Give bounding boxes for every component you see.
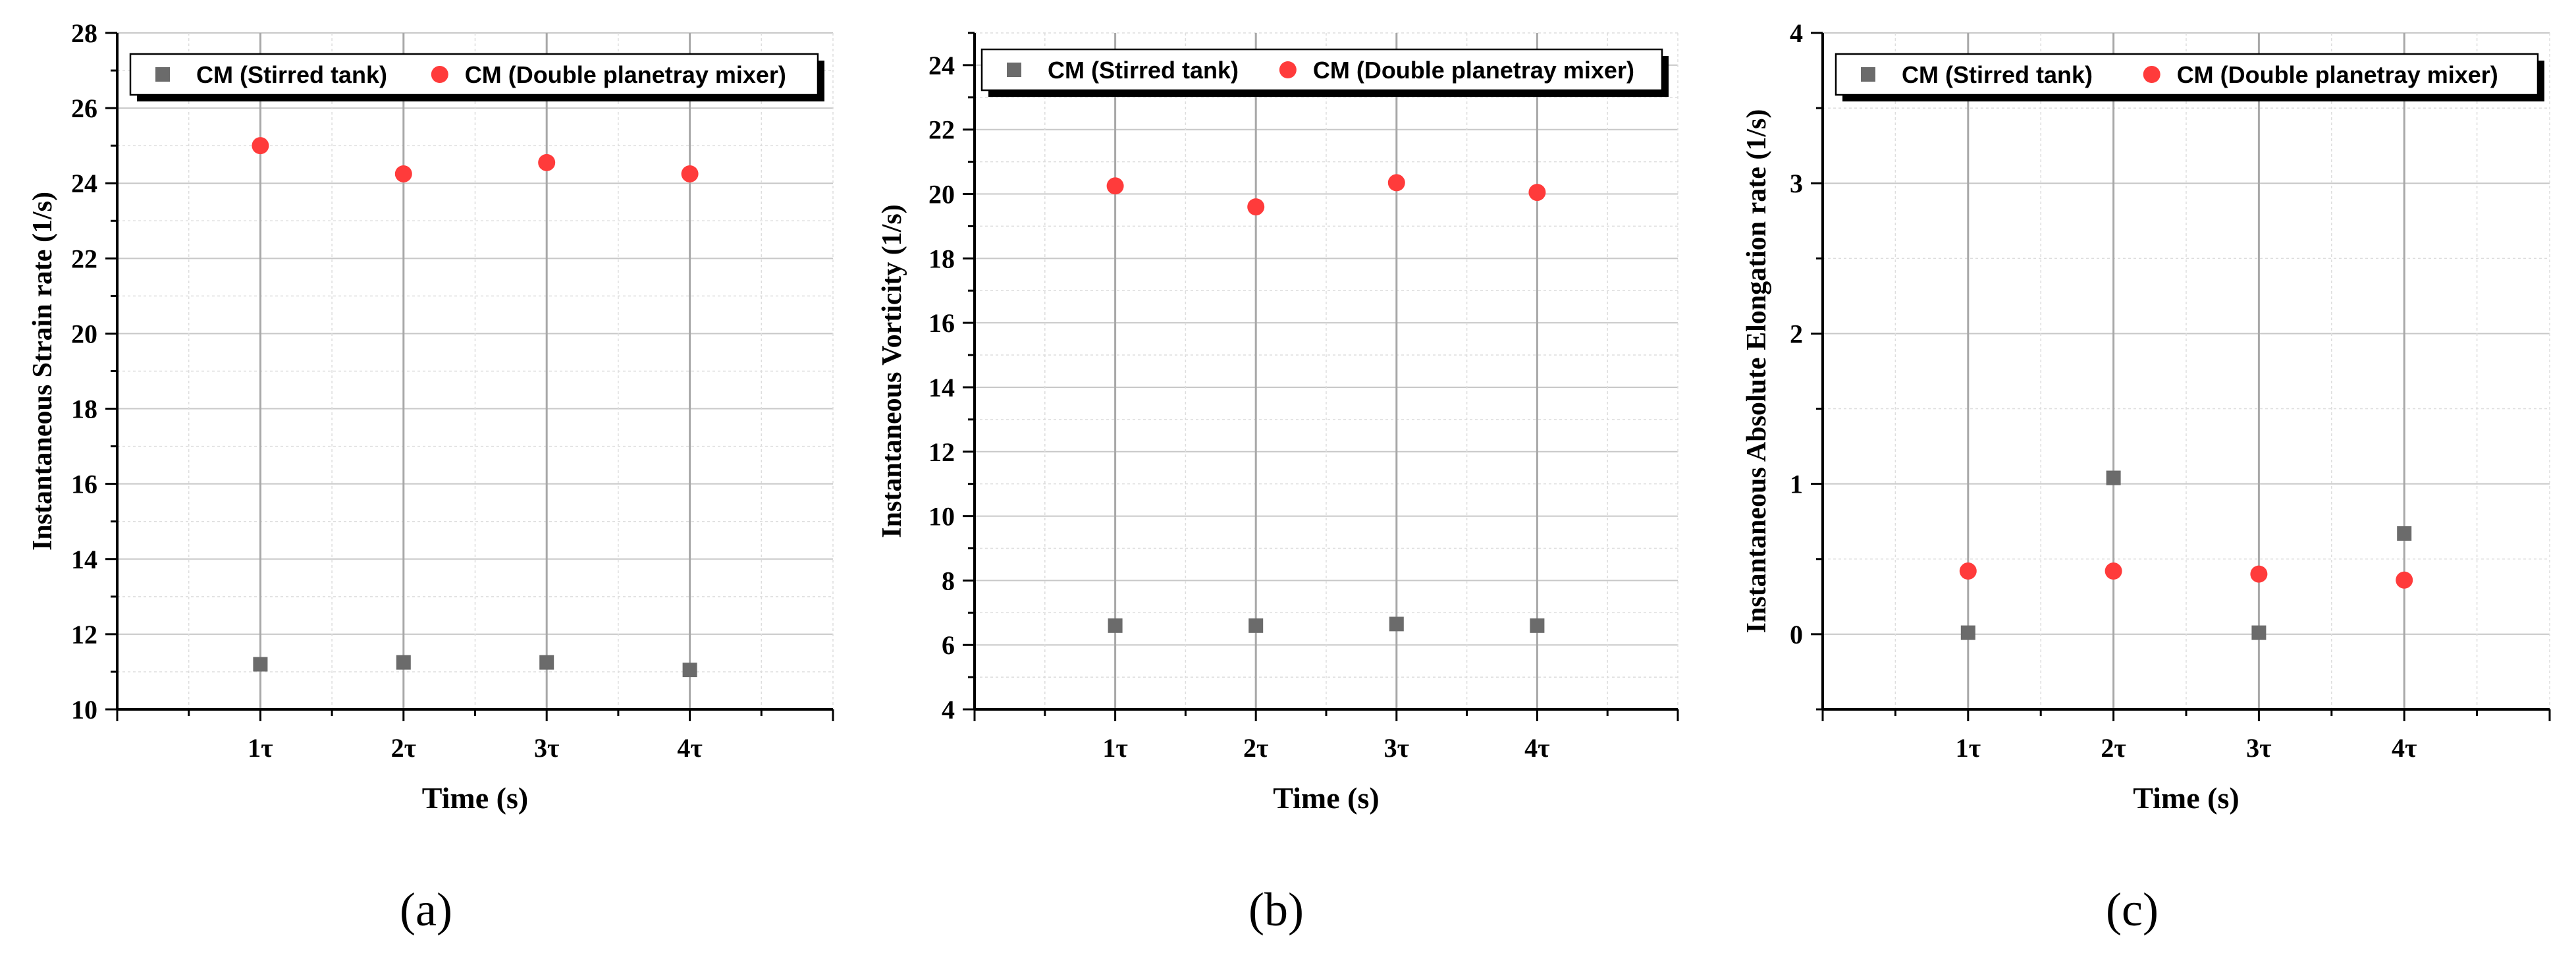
y-tick-label: 14 [928,373,955,402]
legend-marker-double-planetary-mixer [2143,66,2160,83]
data-point-double-planetary-mixer [538,153,556,171]
legend-label-double-planetary-mixer: CM (Double planetray mixer) [465,61,786,88]
data-point-double-planetary-mixer [394,165,412,182]
x-tick-label: 4τ [1524,733,1549,763]
x-tick-label: 3τ [1384,733,1409,763]
y-tick-label: 20 [71,319,97,348]
y-tick-label: 28 [71,18,97,48]
x-tick-label: 2τ [1243,733,1268,763]
x-tick-label: 1τ [1956,733,1981,763]
y-tick-label: 24 [928,51,955,80]
x-tick-label: 2τ [391,733,416,763]
legend-label-stirred-tank: CM (Stirred tank) [1048,57,1239,84]
legend-marker-stirred-tank [155,67,170,82]
x-axis-title: Time (s) [422,781,528,815]
data-point-stirred-tank [1108,618,1123,633]
data-point-stirred-tank [1248,618,1264,633]
chart-panel-2: 4 6 8 10 12 14 16 18 20 22 24 1τ 2τ 3τ 4τ Time (s) Insta… [877,32,1679,815]
x-tick-label: 3τ [2246,733,2271,763]
y-tick-label: 4 [942,695,955,725]
y-tick-label: 0 [1790,620,1803,649]
data-point-double-planetary-mixer [681,165,699,182]
data-point-stirred-tank [396,655,411,670]
y-tick-label: 18 [71,395,97,424]
data-point-stirred-tank [1960,625,1975,640]
data-point-stirred-tank [2106,470,2121,485]
y-tick-label: 10 [71,695,97,725]
y-tick-label: 22 [71,244,97,273]
y-tick-label: 16 [71,470,97,499]
data-point-stirred-tank [2397,526,2412,541]
legend-label-stirred-tank: CM (Stirred tank) [1902,61,2093,88]
data-point-stirred-tank [1389,616,1404,632]
y-tick-label: 26 [71,94,97,123]
data-point-stirred-tank [253,657,268,672]
legend-marker-double-planetary-mixer [1279,61,1297,78]
data-point-stirred-tank [682,663,697,678]
y-axis-title: Instantaneous Vorticity (1/s) [877,204,907,537]
data-point-double-planetary-mixer [1247,198,1265,216]
data-point-double-planetary-mixer [2250,565,2268,583]
legend-label-double-planetary-mixer: CM (Double planetray mixer) [2177,61,2498,88]
y-tick-label: 10 [928,502,955,532]
legend-marker-stirred-tank [1007,63,1021,77]
data-point-double-planetary-mixer [2396,571,2413,589]
x-tick-label: 1τ [248,733,273,763]
chart-panel-1: 10 12 14 16 18 20 22 24 26 28 1τ 2τ 3τ 4τ Time (s) Inst… [28,18,834,815]
y-axis-title: Instantaneous Strain rate (1/s) [28,192,58,551]
data-point-stirred-tank [539,655,554,670]
data-point-double-planetary-mixer [252,137,269,155]
panel-label-b: (b) [1248,883,1304,936]
legend-label-double-planetary-mixer: CM (Double planetray mixer) [1313,57,1634,84]
y-tick-label: 12 [71,620,97,649]
data-point-double-planetary-mixer [2105,562,2122,580]
y-tick-label: 12 [928,437,955,467]
x-tick-label: 4τ [677,733,702,763]
legend-box [1835,53,2539,96]
x-tick-label: 4τ [2392,733,2417,763]
data-point-double-planetary-mixer [1387,174,1405,192]
legend-marker-stirred-tank [1861,67,1875,82]
y-tick-label: 20 [928,180,955,209]
y-tick-label: 3 [1790,169,1803,198]
x-tick-label: 2τ [2101,733,2126,763]
y-tick-label: 2 [1790,319,1803,348]
panel-label-c: (c) [2106,883,2159,936]
data-point-double-planetary-mixer [1959,562,1977,580]
data-point-double-planetary-mixer [1106,177,1124,195]
legend-box [980,48,1663,92]
y-tick-label: 24 [71,169,97,198]
data-point-stirred-tank [1530,618,1545,633]
x-tick-label: 3τ [534,733,559,763]
data-point-stirred-tank [2251,625,2267,640]
y-tick-label: 4 [1790,18,1803,48]
y-tick-label: 8 [942,566,955,595]
panel-label-a: (a) [400,883,452,936]
legend-label-stirred-tank: CM (Stirred tank) [196,61,387,88]
x-axis-title: Time (s) [1273,781,1379,815]
legend-marker-double-planetary-mixer [431,66,448,83]
x-tick-label: 1τ [1102,733,1127,763]
y-tick-label: 16 [928,308,955,338]
y-tick-label: 1 [1790,470,1803,499]
y-tick-label: 22 [928,115,955,145]
data-point-double-planetary-mixer [1528,184,1546,202]
y-tick-label: 18 [928,244,955,273]
x-axis-title: Time (s) [2133,781,2239,815]
y-axis-title: Instantaneous Absolute Elongation rate (… [1742,109,1772,634]
chart-panel-3: 0 1 2 3 4 1τ 2τ 3τ 4τ Time (s) Instantaneous Absol… [1742,18,2551,815]
y-tick-label: 14 [71,545,97,574]
legend-box [129,53,819,96]
y-tick-label: 6 [942,630,955,660]
